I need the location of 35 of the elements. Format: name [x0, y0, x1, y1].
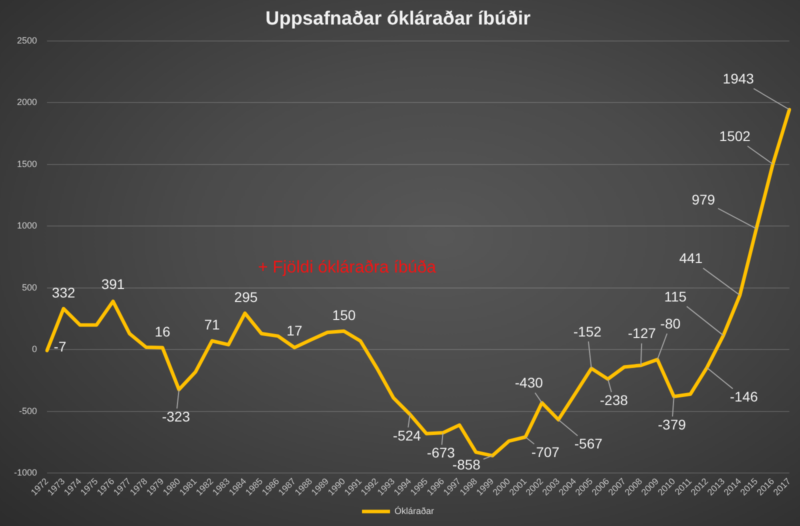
data-label: 391	[101, 276, 125, 292]
data-label: -238	[600, 392, 628, 408]
data-label: 115	[664, 288, 687, 304]
data-label: -707	[531, 444, 560, 460]
data-label: -323	[162, 408, 190, 424]
data-label: -152	[573, 323, 602, 340]
y-tick-label: 1500	[16, 158, 38, 169]
annotation: + Fjöldi ókláraðra íbúða	[258, 258, 437, 277]
data-label: 1502	[719, 128, 751, 144]
data-label: -567	[574, 436, 603, 452]
y-tick-label: 2500	[16, 35, 38, 46]
legend-label: Ókláraðar	[394, 506, 434, 516]
data-label: 979	[692, 192, 716, 208]
y-tick-label: 2000	[16, 97, 38, 108]
data-label: -430	[514, 374, 544, 391]
data-label: 332	[52, 284, 76, 301]
data-label: 441	[679, 250, 703, 266]
data-label: 1943	[722, 70, 754, 86]
chart-title: Uppsafnaðar ókláraðar íbúðir	[265, 8, 532, 30]
data-label: 71	[204, 316, 220, 333]
data-label: -524	[392, 427, 422, 444]
data-label: -146	[730, 388, 758, 405]
data-label: 16	[154, 324, 170, 340]
y-tick-label: 1000	[16, 220, 38, 231]
y-tick-label: -1000	[14, 468, 38, 478]
data-label: -379	[658, 416, 686, 432]
y-tick-label: 500	[22, 282, 38, 292]
data-label: -80	[660, 315, 681, 332]
data-label: 295	[234, 289, 258, 306]
y-tick-label: -500	[19, 406, 38, 416]
y-tick-label: 0	[32, 344, 38, 354]
data-label: 17	[286, 322, 302, 338]
data-label: 150	[332, 306, 356, 323]
data-label: -7	[54, 338, 66, 354]
data-label: -127	[628, 325, 656, 342]
